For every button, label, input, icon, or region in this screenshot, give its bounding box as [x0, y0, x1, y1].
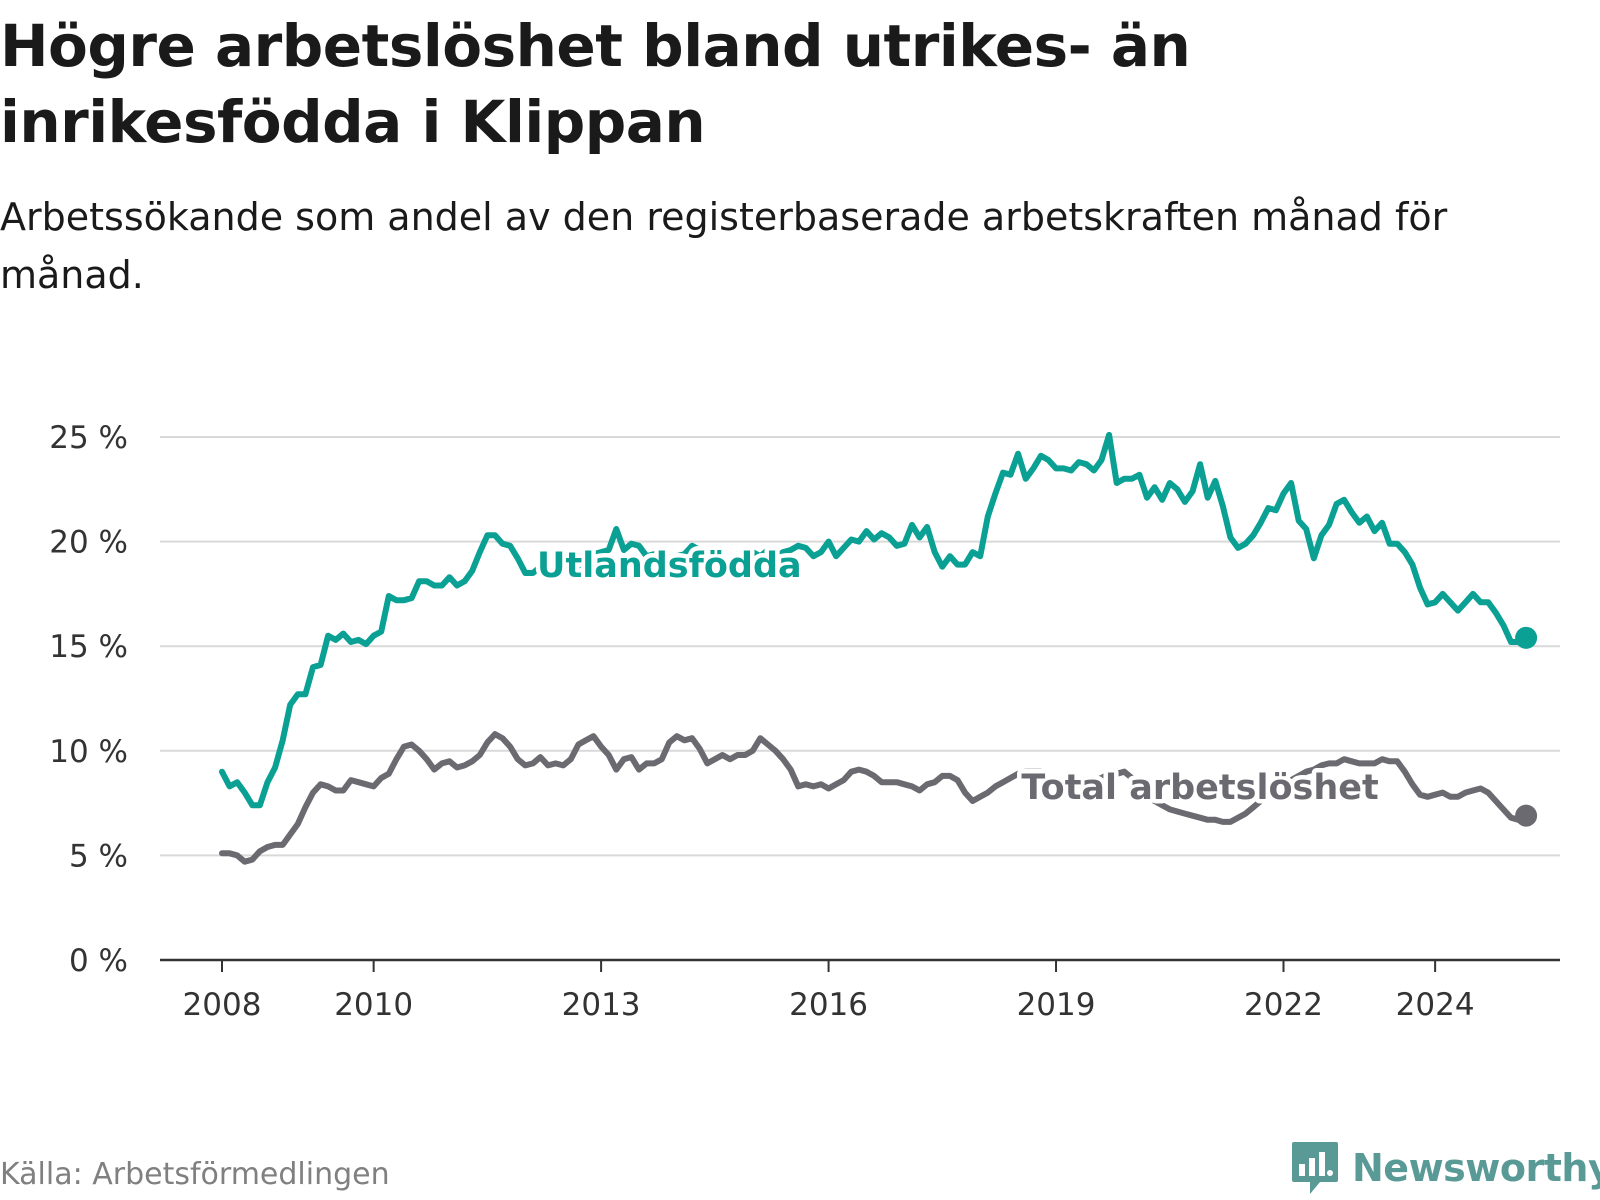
y-axis-ticks: 0 % 5 % 10 % 15 % 20 % 25 %	[49, 420, 128, 979]
newsworthy-logo-icon	[1292, 1142, 1338, 1194]
foreign-born-series-label: Utlandsfödda	[537, 546, 802, 586]
y-tick-label: 5 %	[69, 838, 128, 874]
x-tick-label: 2008	[183, 987, 262, 1020]
line-chart: 0 %5 %10 %15 %20 %25 % 2008 2010 2013 2016 2…	[49, 420, 1600, 1020]
x-tick-label: 2010	[334, 987, 413, 1020]
y-tick-label: 15 %	[49, 629, 128, 665]
y-tick-label: 20 %	[49, 525, 128, 561]
foreign-born-end-point	[1515, 626, 1538, 649]
x-tick-label: 2024	[1396, 987, 1475, 1020]
x-tick-label: 2022	[1244, 987, 1323, 1020]
x-axis: 2008 2010 2013 2016 2019 2022 2024	[160, 958, 1560, 1020]
gridlines	[160, 436, 1560, 857]
foreign-born-line	[219, 431, 1530, 809]
x-tick-label: 2016	[789, 987, 868, 1020]
series-lines	[219, 431, 1538, 865]
y-tick-label: 0 %	[69, 943, 128, 979]
x-tick-label: 2013	[562, 987, 641, 1020]
total-unemployment-end-point	[1515, 804, 1538, 827]
chart-title: Högre arbetslöshet bland utrikes- än inr…	[0, 12, 1191, 156]
x-tick-label: 2019	[1017, 987, 1096, 1020]
total-unemployment-series-label: Total arbetslöshet	[1021, 768, 1378, 808]
chart-subtitle: Arbetssökande som andel av den registerb…	[0, 195, 1448, 297]
y-tick-label: 10 %	[49, 734, 128, 770]
y-tick-label: 25 %	[49, 420, 128, 456]
brand-logo-link[interactable]: Newsworthy	[1290, 1140, 1600, 1196]
total-unemployment-line	[219, 731, 1530, 865]
source-note: Källa: Arbetsförmedlingen	[0, 1157, 390, 1192]
brand-name: Newsworthy	[1352, 1146, 1600, 1190]
